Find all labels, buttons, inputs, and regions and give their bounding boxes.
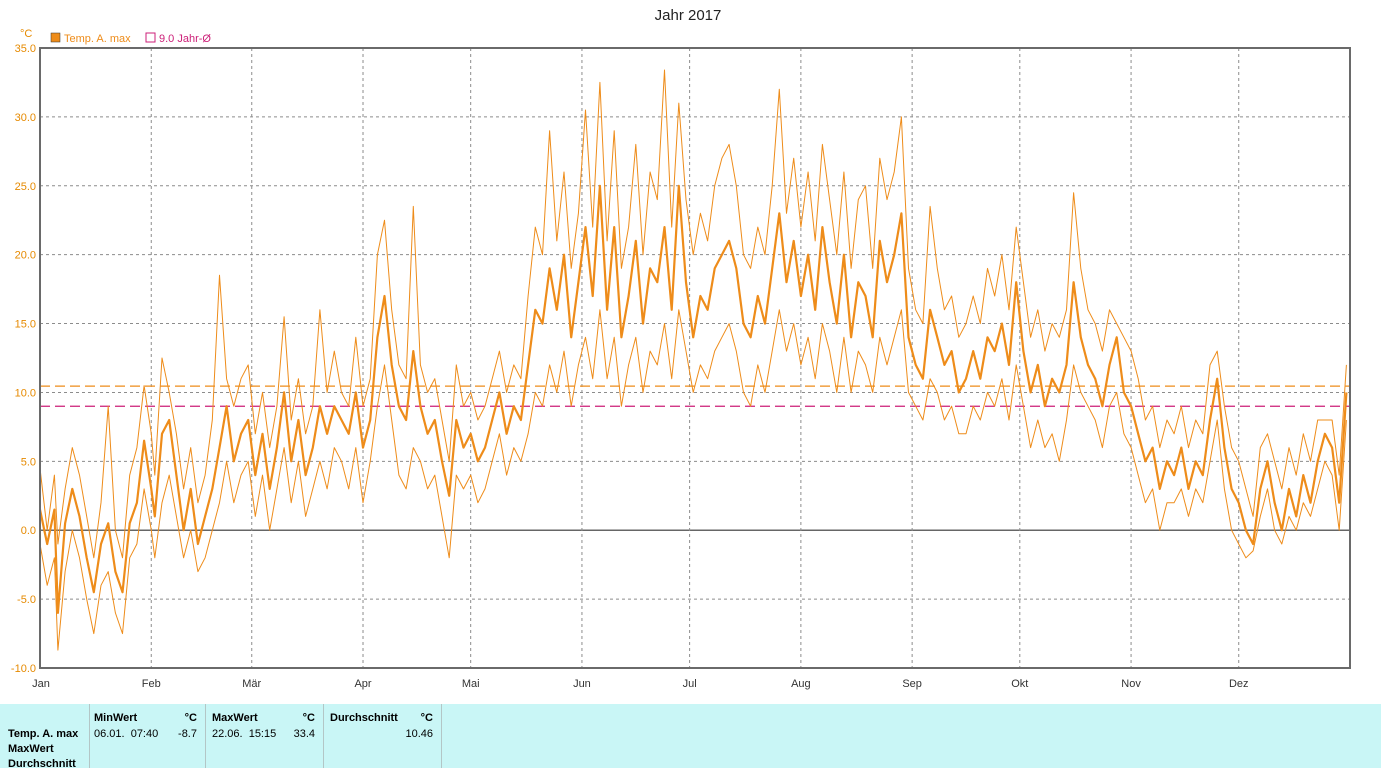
stats-row-label: Durchschnitt — [8, 758, 76, 770]
stats-row-label: MaxWert — [8, 743, 54, 755]
y-axis-ticks: 35.0 30.0 25.0 20.0 15.0 10.0 5.0 0.0 -5.0 -10.0 — [11, 43, 36, 675]
stats-col-min: MinWert °C 06.01. 07:40 -8.7 — [90, 704, 206, 768]
x-tick-label: Aug — [791, 678, 811, 690]
legend-swatch-year-avg — [145, 32, 156, 43]
stats-col-avg: Durchschnitt °C 10.46 — [324, 704, 442, 768]
statistics-panel: Temp. A. max MaxWert Durchschnitt MinWer… — [0, 704, 1381, 770]
temperature-chart: Jahr 2017 °C Temp. A. max 9.0 Jahr-Ø 35.… — [11, 7, 1351, 690]
x-tick-label: Mär — [242, 678, 261, 690]
legend-swatch-temp-max — [50, 32, 61, 43]
stats-unit: °C — [420, 712, 433, 724]
y-tick-label: 5.0 — [21, 456, 36, 468]
legend-label-year-avg: 9.0 Jahr-Ø — [159, 33, 211, 45]
x-tick-label: Jul — [683, 678, 697, 690]
x-tick-label: Jan — [32, 678, 50, 690]
series-line-2 — [39, 309, 1347, 651]
series-line-0 — [38, 184, 1348, 615]
stats-value: 33.4 — [293, 728, 315, 740]
stats-unit: °C — [184, 712, 197, 724]
y-tick-label: 0.0 — [21, 525, 36, 537]
x-tick-label: Dez — [1229, 678, 1249, 690]
stats-value: 10.46 — [405, 728, 433, 740]
x-tick-label: Sep — [902, 678, 922, 690]
y-tick-label: -10.0 — [11, 663, 36, 675]
x-tick-label: Jun — [573, 678, 591, 690]
stats-unit: °C — [302, 712, 315, 724]
y-tick-label: 20.0 — [15, 250, 36, 262]
plot-area-border — [39, 47, 1351, 669]
chart-legend: Temp. A. max 9.0 Jahr-Ø — [50, 32, 211, 45]
y-tick-label: -5.0 — [17, 594, 36, 606]
x-axis-ticks: Jan Feb Mär Apr Mai Jun Jul Aug Sep Okt Nov Dez — [32, 678, 1248, 690]
stats-date: 22.06. 15:15 — [212, 728, 277, 740]
data-series — [38, 69, 1348, 651]
y-tick-label: 10.0 — [15, 387, 36, 399]
x-tick-label: Mai — [462, 678, 480, 690]
stats-header: Durchschnitt — [330, 712, 398, 724]
x-tick-label: Okt — [1011, 678, 1028, 690]
chart-title: Jahr 2017 — [655, 7, 722, 24]
x-tick-label: Apr — [354, 678, 371, 690]
x-tick-label: Nov — [1121, 678, 1141, 690]
stats-row-labels: Temp. A. max MaxWert Durchschnitt — [0, 704, 90, 770]
stats-header: MaxWert — [212, 712, 258, 724]
y-axis-unit-label: °C — [20, 28, 32, 40]
series-line-1 — [39, 69, 1347, 559]
y-tick-label: 15.0 — [15, 319, 36, 331]
chart-grid — [40, 48, 1350, 668]
stats-row-label: Temp. A. max — [8, 728, 79, 740]
x-tick-label: Feb — [142, 678, 161, 690]
y-tick-label: 30.0 — [15, 112, 36, 124]
y-tick-label: 35.0 — [15, 43, 36, 55]
y-tick-label: 25.0 — [15, 181, 36, 193]
stats-value: -8.7 — [178, 728, 197, 740]
stats-col-max: MaxWert °C 22.06. 15:15 33.4 — [206, 704, 324, 768]
stats-date: 06.01. 07:40 — [94, 728, 159, 740]
stats-header: MinWert — [94, 712, 138, 724]
legend-label-temp-max: Temp. A. max — [64, 33, 131, 45]
